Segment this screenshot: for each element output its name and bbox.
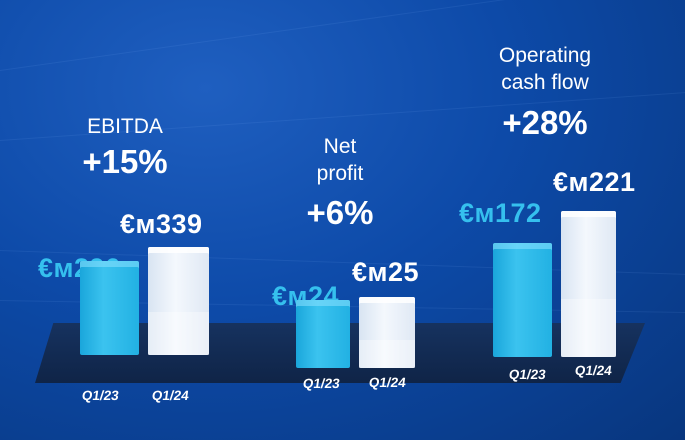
metric-title: Operating cash flow — [470, 42, 620, 96]
tick-label: Q1/23 — [301, 376, 341, 391]
value-label-curr: €м221 — [553, 167, 636, 197]
value-label-curr: €м339 — [120, 209, 203, 239]
tick-label: Q1/24 — [367, 375, 407, 390]
tick-label: Q1/23 — [80, 388, 120, 403]
metric-change: +15% — [82, 143, 168, 180]
tick-label: Q1/24 — [150, 388, 190, 403]
metric-change: +28% — [502, 104, 588, 141]
metric-title-line: Operating — [498, 44, 592, 67]
bar-q1-23 — [296, 300, 350, 368]
metric-title-line: cash flow — [501, 71, 589, 94]
tick-label: Q1/23 — [507, 367, 547, 382]
value-label-prev: €м172 — [459, 198, 542, 228]
metric-title-line: profit — [316, 162, 364, 185]
bar-q1-24 — [148, 247, 209, 355]
bar-q1-23 — [80, 261, 139, 355]
metric-title-line: EBITDA — [87, 115, 163, 138]
value-label-curr: €м25 — [352, 257, 420, 287]
bar-q1-24 — [359, 297, 415, 368]
metric-title: EBITDA — [55, 113, 195, 140]
bar-q1-24 — [561, 211, 616, 357]
metric-title: Net profit — [275, 133, 405, 187]
tick-label: Q1/24 — [573, 363, 613, 378]
bar-q1-23 — [493, 243, 552, 357]
metric-title-line: Net — [323, 135, 357, 158]
metric-change: +6% — [306, 194, 374, 231]
